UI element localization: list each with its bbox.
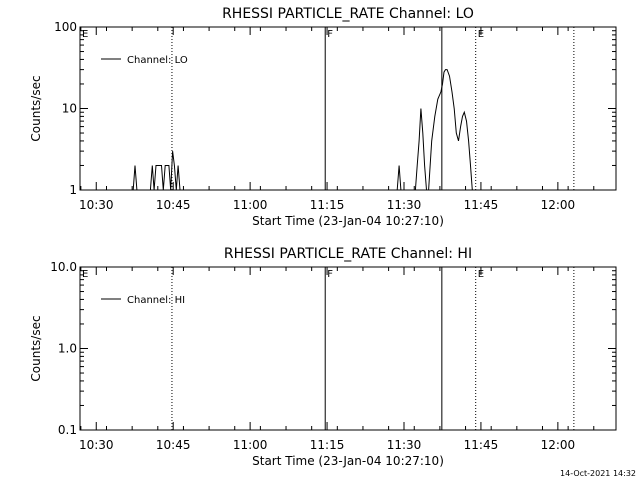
y-tick-label: 100	[54, 20, 77, 34]
legend-entry: Channel: LO	[127, 55, 188, 66]
x-tick-label: 10:30	[79, 198, 114, 212]
marker-label: E	[478, 29, 484, 40]
x-axis-label: Start Time (23-Jan-04 10:27:10)	[252, 454, 444, 468]
marker-label: F	[327, 29, 333, 40]
y-tick-label: 1	[69, 183, 77, 197]
x-tick-label: 12:00	[541, 438, 576, 452]
y-axis-label: Counts/sec	[29, 315, 43, 381]
x-tick-label: 11:00	[233, 438, 268, 452]
x-tick-label: 11:15	[310, 198, 345, 212]
chart-title: RHESSI PARTICLE_RATE Channel: LO	[222, 6, 474, 22]
x-tick-label: 10:45	[156, 438, 191, 452]
x-tick-label: 10:45	[156, 198, 191, 212]
y-tick-label: 10.0	[50, 260, 77, 274]
plot-frame	[79, 266, 617, 431]
series-line	[428, 69, 473, 191]
y-tick-label: 10	[62, 102, 77, 116]
x-tick-label: 11:30	[387, 198, 422, 212]
y-axis-label: Counts/sec	[29, 75, 43, 141]
series-line	[414, 108, 427, 191]
x-tick-label: 11:00	[233, 198, 268, 212]
corner-label: E	[82, 269, 88, 280]
marker-label: E	[478, 269, 484, 280]
corner-label: E	[82, 29, 88, 40]
legend-entry: Channel: HI	[127, 295, 185, 306]
series-line	[396, 165, 402, 191]
chart-title: RHESSI PARTICLE_RATE Channel: HI	[224, 246, 472, 262]
footer-timestamp: 14-Oct-2021 14:32	[560, 469, 636, 478]
x-tick-label: 10:30	[79, 438, 114, 452]
plot-hi-channel: RHESSI PARTICLE_RATE Channel: HI 10:30 10:…	[29, 246, 617, 468]
y-tick-label: 0.1	[58, 423, 77, 437]
marker-label: F	[327, 269, 333, 280]
x-tick-label: 11:45	[464, 438, 499, 452]
x-tick-label: 12:00	[541, 198, 576, 212]
x-tick-label: 11:45	[464, 198, 499, 212]
plot-lo-channel: RHESSI PARTICLE_RATE Channel: LO 10:30 10:…	[29, 6, 617, 228]
x-tick-label: 11:15	[310, 438, 345, 452]
y-tick-label: 1.0	[58, 342, 77, 356]
series-line	[132, 165, 138, 191]
x-axis-label: Start Time (23-Jan-04 10:27:10)	[252, 214, 444, 228]
series-line	[149, 151, 181, 191]
x-tick-label: 11:30	[387, 438, 422, 452]
